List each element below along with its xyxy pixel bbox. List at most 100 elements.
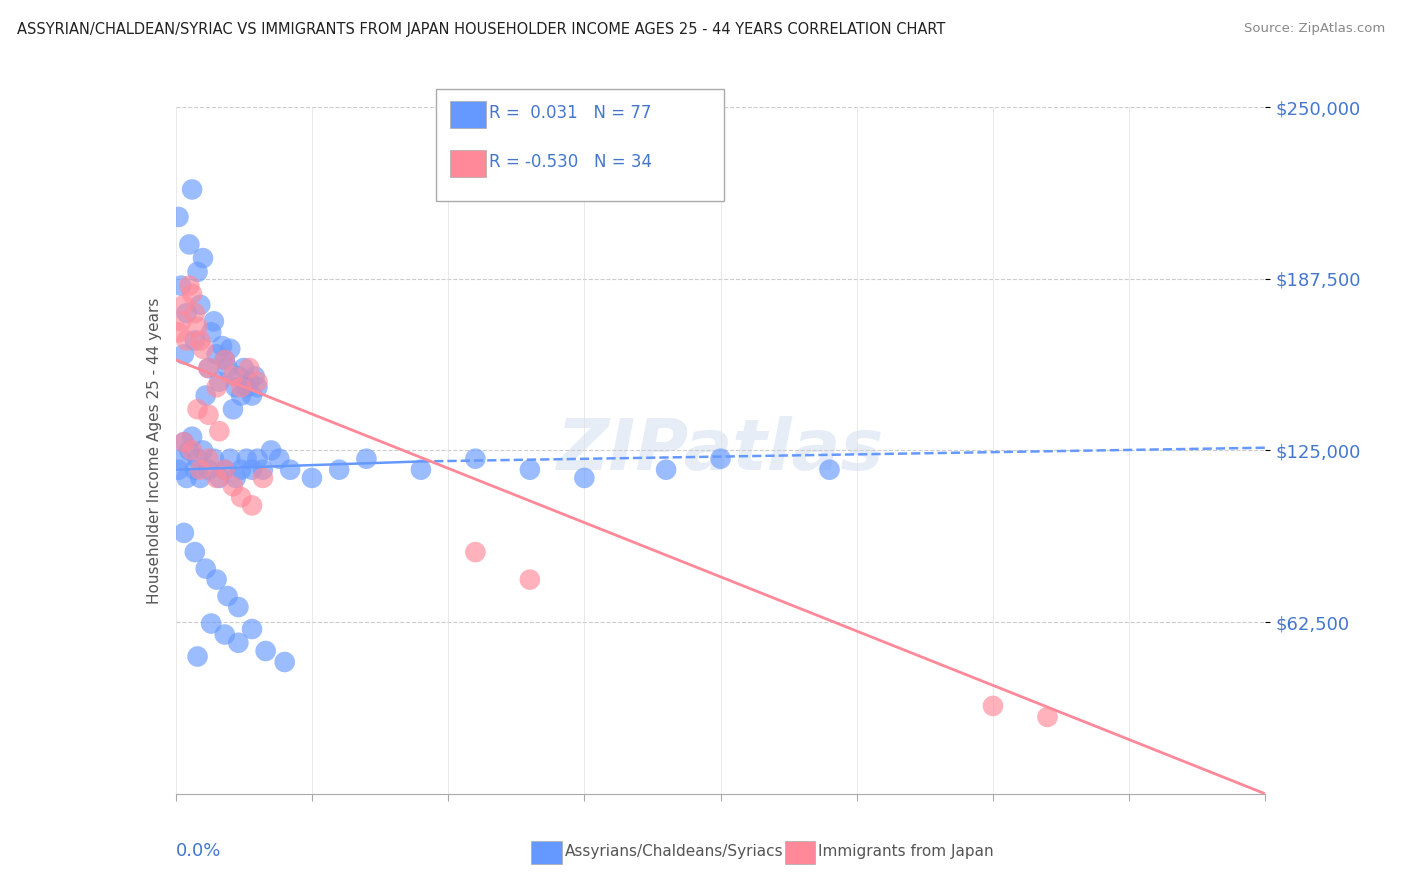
Point (217, 361, 239, 376)
Point (205, 347, 228, 361)
Point (243, 369, 266, 384)
Point (181, 286, 204, 301)
Point (254, 644, 277, 658)
Point (278, 463, 301, 477)
Point (222, 402, 245, 417)
Point (205, 573, 228, 587)
Point (981, 698, 1004, 713)
Point (202, 314, 225, 328)
Point (170, 278, 193, 293)
Point (519, 463, 541, 477)
Point (197, 361, 219, 376)
Point (179, 237, 201, 252)
Point (219, 451, 242, 466)
Point (176, 471, 198, 485)
Point (228, 369, 250, 384)
Point (818, 463, 841, 477)
Point (1036, 710, 1059, 724)
Point (167, 326, 190, 340)
Point (200, 616, 222, 631)
Point (240, 622, 263, 636)
Point (235, 380, 257, 394)
Text: ZIPatlas: ZIPatlas (557, 416, 884, 485)
Point (214, 463, 236, 477)
Point (222, 369, 245, 384)
Point (194, 561, 217, 575)
Point (710, 451, 733, 466)
Point (217, 589, 239, 603)
Point (202, 451, 225, 466)
Point (238, 361, 260, 376)
Point (186, 649, 209, 664)
Point (252, 471, 274, 485)
Point (219, 342, 242, 356)
Point (231, 490, 253, 504)
Point (170, 314, 193, 328)
Point (197, 408, 219, 422)
Point (240, 463, 263, 477)
Point (181, 443, 204, 458)
Point (208, 375, 231, 389)
Point (200, 326, 222, 340)
Point (356, 451, 378, 466)
Text: R =  0.031   N = 77: R = 0.031 N = 77 (489, 104, 651, 122)
Point (173, 435, 195, 450)
Point (179, 278, 201, 293)
Point (191, 443, 214, 458)
Text: Source: ZipAtlas.com: Source: ZipAtlas.com (1244, 22, 1385, 36)
Point (186, 319, 209, 334)
Point (184, 334, 207, 348)
Text: 0.0%: 0.0% (176, 842, 221, 860)
Point (232, 361, 254, 376)
Point (574, 471, 596, 485)
Point (222, 479, 245, 493)
Text: Immigrants from Japan: Immigrants from Japan (818, 845, 994, 859)
Point (173, 435, 195, 450)
Point (225, 471, 247, 485)
Point (238, 375, 260, 389)
Point (214, 352, 236, 367)
Point (235, 451, 257, 466)
Point (181, 430, 204, 444)
Point (173, 298, 195, 312)
Point (197, 451, 219, 466)
Point (246, 375, 269, 389)
Point (186, 451, 209, 466)
Point (188, 471, 211, 485)
Point (176, 306, 198, 320)
Text: R = -0.530   N = 34: R = -0.530 N = 34 (489, 153, 652, 171)
Point (181, 182, 204, 196)
Text: Assyrians/Chaldeans/Syriacs: Assyrians/Chaldeans/Syriacs (565, 845, 783, 859)
Point (186, 265, 209, 279)
Point (464, 451, 486, 466)
Point (228, 600, 250, 615)
Point (246, 380, 269, 394)
Point (655, 463, 678, 477)
Point (208, 471, 231, 485)
Point (211, 339, 233, 353)
Text: ASSYRIAN/CHALDEAN/SYRIAC VS IMMIGRANTS FROM JAPAN HOUSEHOLDER INCOME AGES 25 - 4: ASSYRIAN/CHALDEAN/SYRIAC VS IMMIGRANTS F… (17, 22, 945, 37)
Point (188, 334, 211, 348)
Point (231, 388, 253, 402)
Point (197, 463, 219, 477)
Point (274, 655, 297, 669)
Point (252, 463, 274, 477)
Point (184, 463, 207, 477)
Point (188, 463, 211, 477)
Point (328, 463, 350, 477)
Point (246, 451, 269, 466)
Point (176, 334, 198, 348)
Point (225, 380, 247, 394)
Point (269, 451, 291, 466)
Point (409, 463, 432, 477)
Point (240, 388, 263, 402)
Point (214, 627, 236, 641)
Point (214, 352, 236, 367)
Point (167, 463, 190, 477)
Point (191, 342, 214, 356)
Point (464, 545, 486, 559)
Point (173, 347, 195, 361)
Point (191, 251, 214, 265)
Point (231, 463, 253, 477)
Point (519, 573, 541, 587)
